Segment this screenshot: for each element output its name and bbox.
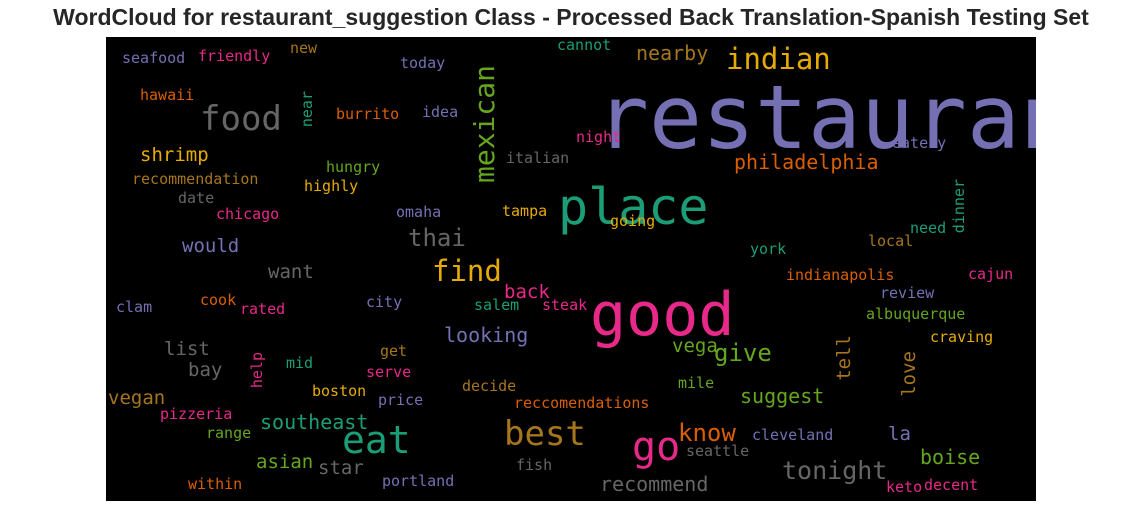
wordcloud-word-dinner: dinner <box>950 179 968 234</box>
wordcloud-word-keto: keto <box>886 478 923 496</box>
wordcloud-word-recommend: recommend <box>600 472 709 496</box>
wordcloud-word-vegan: vegan <box>108 387 166 409</box>
wordcloud-canvas: restaurant good place eat best go food find indi… <box>106 37 1036 501</box>
wordcloud-word-within: within <box>188 475 243 493</box>
wordcloud-word-vega: vega <box>672 335 718 357</box>
wordcloud-word-eat: eat <box>342 418 411 462</box>
wordcloud-word-cook: cook <box>200 291 237 309</box>
wordcloud-word-good: good <box>590 280 735 350</box>
wordcloud-word-highly: highly <box>304 177 359 195</box>
wordcloud-word-review: review <box>880 284 935 302</box>
wordcloud-word-idea: idea <box>422 103 459 121</box>
wordcloud-word-date: date <box>178 189 215 207</box>
wordcloud-word-serve: serve <box>366 363 412 381</box>
wordcloud-word-looking: looking <box>444 323 529 347</box>
wordcloud-word-going: going <box>610 212 656 230</box>
wordcloud-word-hungry: hungry <box>326 158 381 176</box>
wordcloud-word-food: food <box>200 99 282 139</box>
wordcloud-word-tell: tell <box>833 335 855 381</box>
wordcloud-word-local: local <box>868 232 914 250</box>
wordcloud-word-burrito: burrito <box>336 105 400 123</box>
wordcloud-word-thai: thai <box>408 224 466 252</box>
wordcloud-word-steak: steak <box>542 296 588 314</box>
wordcloud-word-reccomendations: reccomendations <box>514 394 650 412</box>
wordcloud-word-eatery: eatery <box>892 134 947 152</box>
wordcloud-word-need: need <box>910 219 947 237</box>
wordcloud-word-find: find <box>432 254 502 288</box>
wordcloud-word-nearby: nearby <box>636 41 709 65</box>
wordcloud-word-price: price <box>378 391 424 409</box>
wordcloud-word-range: range <box>206 424 252 442</box>
wordcloud-word-recommendation: recommendation <box>132 170 259 188</box>
wordcloud-word-tampa: tampa <box>502 202 548 220</box>
chart-title: WordCloud for restaurant_suggestion Clas… <box>53 4 1089 30</box>
wordcloud-word-southeast: southeast <box>260 410 369 434</box>
wordcloud-word-albuquerque: albuquerque <box>866 305 966 323</box>
wordcloud-word-night: night <box>576 128 622 146</box>
wordcloud-word-cannot: cannot <box>557 37 612 54</box>
wordcloud-word-bay: bay <box>188 359 223 381</box>
wordcloud-word-mile: mile <box>678 374 715 392</box>
wordcloud-word-friendly: friendly <box>198 47 271 65</box>
wordcloud-word-boston: boston <box>312 382 367 400</box>
wordcloud-word-la: la <box>888 423 911 445</box>
wordcloud-word-italian: italian <box>506 149 570 167</box>
wordcloud-word-cleveland: cleveland <box>752 426 834 444</box>
wordcloud-word-list: list <box>164 338 210 360</box>
wordcloud-word-restaurant: restaurant <box>596 66 1036 169</box>
wordcloud-word-get: get <box>380 342 408 360</box>
wordcloud-word-near: near <box>298 91 316 128</box>
wordcloud-word-york: york <box>750 240 787 258</box>
wordcloud-word-fish: fish <box>516 456 553 474</box>
wordcloud-word-salem: salem <box>474 296 520 314</box>
wordcloud-word-place: place <box>558 178 709 236</box>
wordcloud-word-would: would <box>182 235 240 257</box>
wordcloud-word-asian: asian <box>256 451 314 473</box>
wordcloud-word-seattle: seattle <box>686 442 750 460</box>
wordcloud-word-today: today <box>400 54 446 72</box>
wordcloud-word-mexican: mexican <box>468 65 501 184</box>
wordcloud-word-cajun: cajun <box>968 265 1014 283</box>
wordcloud-word-love: love <box>898 351 920 397</box>
wordcloud-word-tonight: tonight <box>782 456 888 485</box>
wordcloud-word-best: best <box>504 414 586 454</box>
wordcloud-word-indian: indian <box>726 42 831 76</box>
wordcloud-word-hawaii: hawaii <box>140 86 195 104</box>
wordcloud-word-boise: boise <box>920 445 981 469</box>
wordcloud-word-clam: clam <box>116 298 153 316</box>
wordcloud-word-portland: portland <box>382 472 455 490</box>
wordcloud-word-chicago: chicago <box>216 205 280 223</box>
wordcloud-word-shrimp: shrimp <box>140 144 209 166</box>
wordcloud-word-decent: decent <box>924 476 979 494</box>
wordcloud-word-craving: craving <box>930 328 994 346</box>
wordcloud-word-know: know <box>678 419 736 447</box>
wordcloud-word-rated: rated <box>240 300 286 318</box>
wordcloud-word-help: help <box>248 352 266 389</box>
wordcloud-word-mid: mid <box>286 354 314 372</box>
wordcloud-word-go: go <box>632 424 681 470</box>
wordcloud-word-decide: decide <box>462 377 517 395</box>
wordcloud-word-philadelphia: philadelphia <box>734 150 879 174</box>
wordcloud-word-give: give <box>714 339 772 367</box>
wordcloud-word-omaha: omaha <box>396 203 442 221</box>
wordcloud-word-pizzeria: pizzeria <box>160 405 233 423</box>
wordcloud-word-new: new <box>290 39 318 57</box>
wordcloud-word-back: back <box>504 281 550 303</box>
wordcloud-word-suggest: suggest <box>740 384 825 408</box>
wordcloud-word-star: star <box>318 457 364 479</box>
wordcloud-word-indianapolis: indianapolis <box>786 266 895 284</box>
wordcloud-word-city: city <box>366 293 403 311</box>
wordcloud-word-seafood: seafood <box>122 49 186 67</box>
wordcloud-word-want: want <box>268 261 314 283</box>
